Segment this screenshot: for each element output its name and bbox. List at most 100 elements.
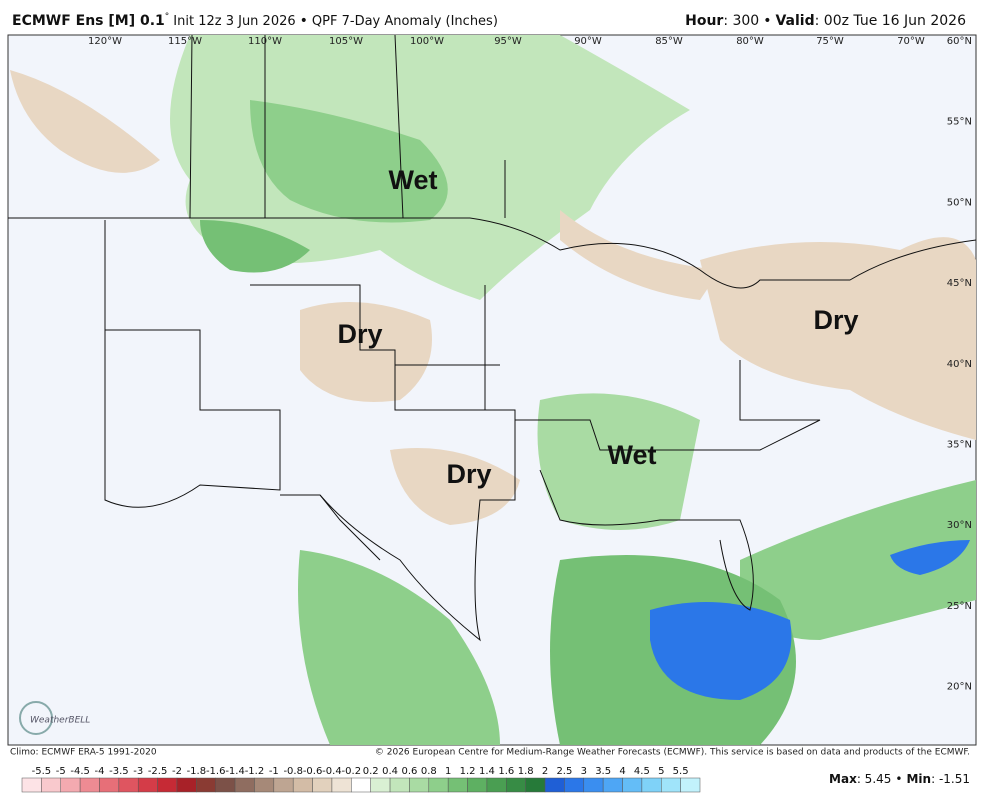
colorbar-label: -1.6 bbox=[206, 766, 226, 777]
colorbar-swatch bbox=[157, 777, 178, 793]
colorbar-swatch bbox=[273, 777, 294, 793]
colorbar-swatch bbox=[312, 777, 333, 793]
colorbar-swatch bbox=[602, 777, 623, 793]
colorbar-label: 1.4 bbox=[479, 766, 495, 777]
colorbar-swatch bbox=[118, 777, 139, 793]
colorbar-label: 4 bbox=[619, 766, 625, 777]
colorbar-label: -3.5 bbox=[109, 766, 129, 777]
longitude-label: 115°W bbox=[168, 36, 202, 47]
colorbar-swatch bbox=[486, 777, 507, 793]
colorbar-label: 5 bbox=[658, 766, 664, 777]
logo-swirl bbox=[19, 701, 53, 735]
boundaries bbox=[8, 35, 976, 642]
colorbar-label: -1.4 bbox=[225, 766, 245, 777]
colorbar-label: 2 bbox=[542, 766, 548, 777]
colorbar-swatch bbox=[583, 777, 604, 793]
colorbar-swatch bbox=[506, 777, 526, 793]
colorbar-swatch bbox=[292, 777, 313, 793]
region-label: Wet bbox=[607, 440, 656, 470]
colorbar-label: -0.2 bbox=[342, 766, 362, 777]
product: QPF 7-Day Anomaly (Inches) bbox=[312, 14, 498, 29]
colorbar-swatch bbox=[389, 777, 410, 793]
colorbar-label: -4 bbox=[94, 766, 104, 777]
colorbar-label: 0.4 bbox=[382, 766, 398, 777]
colorbar-label: 4.5 bbox=[634, 766, 650, 777]
colorbar-label: 1 bbox=[445, 766, 451, 777]
colorbar-label: -2 bbox=[172, 766, 182, 777]
valid-value: : 00z Tue 16 Jun 2026 bbox=[815, 13, 966, 29]
max-value: : 5.45 bbox=[857, 772, 892, 786]
min-label: Min bbox=[906, 772, 931, 786]
logo: WeatherBELL bbox=[30, 716, 90, 726]
colorbar-swatch bbox=[428, 777, 449, 793]
colorbar-swatch bbox=[447, 777, 468, 793]
colorbar-swatch bbox=[409, 777, 430, 793]
max-min: Max: 5.45 • Min: -1.51 bbox=[829, 772, 970, 786]
header-title: ECMWF Ens [M] 0.1° Init 12z 3 Jun 2026 • QP… bbox=[12, 12, 498, 30]
model: ECMWF Ens [M] 0.1 bbox=[12, 13, 165, 29]
longitude-label: 70°W bbox=[897, 36, 925, 47]
colorbar-label: -5 bbox=[56, 766, 66, 777]
bullet: • bbox=[763, 13, 771, 29]
valid-label: Valid bbox=[775, 13, 814, 29]
degree: ° bbox=[165, 12, 170, 22]
colorbar-swatch bbox=[41, 777, 61, 793]
colorbar-swatch bbox=[680, 777, 701, 793]
colorbar-label: 0.2 bbox=[363, 766, 379, 777]
colorbar-label: -1 bbox=[269, 766, 279, 777]
copyright: © 2026 European Centre for Medium-Range … bbox=[375, 748, 970, 758]
colorbar-label: 0.8 bbox=[421, 766, 437, 777]
colorbar: -5.5 -5 -4.5 -4 -3.5 -3 -2.5 -2 -1.8 -1.6 -1.4 -1.2… bbox=[21, 766, 701, 793]
longitude-label: 110°W bbox=[248, 36, 282, 47]
colorbar-label: -0.6 bbox=[303, 766, 323, 777]
colorbar-swatch bbox=[176, 777, 197, 793]
colorbar-swatch bbox=[79, 777, 100, 793]
colorbar-swatch bbox=[331, 777, 352, 793]
colorbar-swatch bbox=[467, 777, 488, 793]
colorbar-label: 2.5 bbox=[556, 766, 572, 777]
colorbar-swatch bbox=[99, 777, 120, 793]
colorbar-swatch bbox=[525, 777, 546, 793]
latitude-labels: 60°N 55°N 50°N 45°N 40°N 35°N 30°N 25°N 20°N bbox=[947, 36, 972, 693]
latitude-label: 40°N bbox=[947, 359, 972, 370]
hour-value: : 300 bbox=[723, 13, 759, 29]
longitude-label: 80°W bbox=[736, 36, 764, 47]
latitude-label: 35°N bbox=[947, 440, 972, 451]
longitude-label: 75°W bbox=[816, 36, 844, 47]
max-label: Max bbox=[829, 772, 857, 786]
colorbar-label: 3 bbox=[581, 766, 587, 777]
colorbar-swatch bbox=[196, 777, 216, 793]
latitude-label: 60°N bbox=[947, 36, 972, 47]
colorbar-label: 1.2 bbox=[460, 766, 476, 777]
longitude-label: 95°W bbox=[494, 36, 522, 47]
colorbar-label: -5.5 bbox=[32, 766, 52, 777]
colorbar-label: 0.6 bbox=[401, 766, 417, 777]
colorbar-swatch bbox=[622, 777, 643, 793]
longitude-labels: 120°W 115°W 110°W 105°W 100°W 95°W 90°W 85°W 80°… bbox=[88, 36, 925, 47]
latitude-label: 25°N bbox=[947, 601, 972, 612]
colorbar-swatch bbox=[351, 777, 371, 793]
colorbar-label: -4.5 bbox=[70, 766, 90, 777]
annotations: Wet Dry Dry Wet Dry bbox=[337, 165, 858, 489]
region-label: Wet bbox=[388, 165, 437, 195]
colorbar-label: 1.6 bbox=[498, 766, 514, 777]
colorbar-swatch bbox=[234, 777, 255, 793]
colorbar-label: -0.8 bbox=[283, 766, 303, 777]
latitude-label: 20°N bbox=[947, 682, 972, 693]
bullet: • bbox=[895, 772, 902, 786]
longitude-label: 105°W bbox=[329, 36, 363, 47]
colorbar-swatch bbox=[254, 777, 275, 793]
init: Init 12z 3 Jun 2026 bbox=[173, 14, 295, 29]
min-value: : -1.51 bbox=[931, 772, 970, 786]
latitude-label: 55°N bbox=[947, 117, 972, 128]
colorbar-swatch bbox=[137, 777, 158, 793]
colorbar-label: 1.8 bbox=[518, 766, 534, 777]
colorbar-label: -0.4 bbox=[322, 766, 342, 777]
colorbar-label: 3.5 bbox=[595, 766, 611, 777]
colorbar-label: -1.8 bbox=[187, 766, 207, 777]
climo: Climo: ECMWF ERA-5 1991-2020 bbox=[10, 748, 157, 758]
header-valid: Hour: 300 • Valid: 00z Tue 16 Jun 2026 bbox=[685, 13, 966, 29]
hour-label: Hour bbox=[685, 13, 723, 29]
